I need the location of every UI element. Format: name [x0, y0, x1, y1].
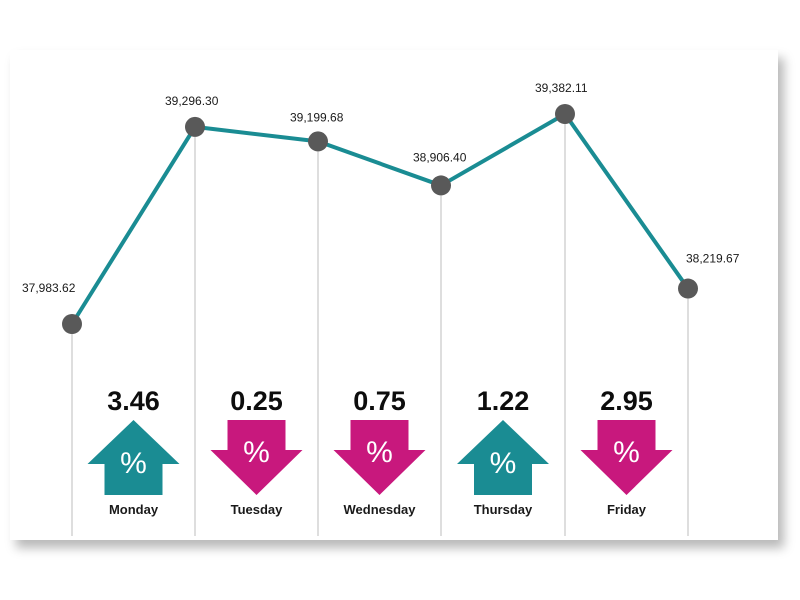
- down-arrow-icon: [580, 420, 673, 495]
- data-point: [62, 314, 82, 334]
- up-arrow-icon: [87, 420, 180, 495]
- series-line: [70, 112, 690, 326]
- point-value-label: 37,983.62: [22, 281, 76, 295]
- day-label: Friday: [607, 502, 647, 517]
- day-label: Wednesday: [343, 502, 416, 517]
- down-arrow-icon: [210, 420, 303, 495]
- point-value-label: 38,906.40: [413, 150, 467, 164]
- percent-sign: %: [243, 436, 270, 469]
- data-point: [431, 175, 451, 196]
- day-label: Thursday: [474, 502, 533, 517]
- point-value-label: 39,199.68: [290, 110, 344, 124]
- point-value-label: 39,296.30: [165, 94, 219, 108]
- data-point: [555, 104, 575, 124]
- percent-sign: %: [120, 447, 147, 480]
- data-point: [678, 278, 698, 299]
- percent-sign: %: [366, 436, 393, 469]
- percent-sign: %: [490, 447, 517, 480]
- up-arrow-icon: [457, 420, 549, 495]
- percent-change-value: 2.95: [600, 386, 653, 416]
- point-value-label: 38,219.67: [686, 252, 740, 266]
- data-point: [308, 131, 328, 152]
- day-label: Monday: [109, 502, 159, 517]
- point-value-label: 39,382.11: [535, 81, 588, 95]
- percent-change-value: 0.25: [230, 386, 283, 416]
- day-label: Tuesday: [231, 502, 284, 517]
- percent-change-value: 0.75: [353, 386, 406, 416]
- percent-sign: %: [613, 436, 640, 469]
- data-point: [185, 116, 205, 137]
- percent-change-value: 3.46: [107, 386, 160, 416]
- percent-change-value: 1.22: [477, 386, 530, 416]
- down-arrow-icon: [333, 420, 426, 495]
